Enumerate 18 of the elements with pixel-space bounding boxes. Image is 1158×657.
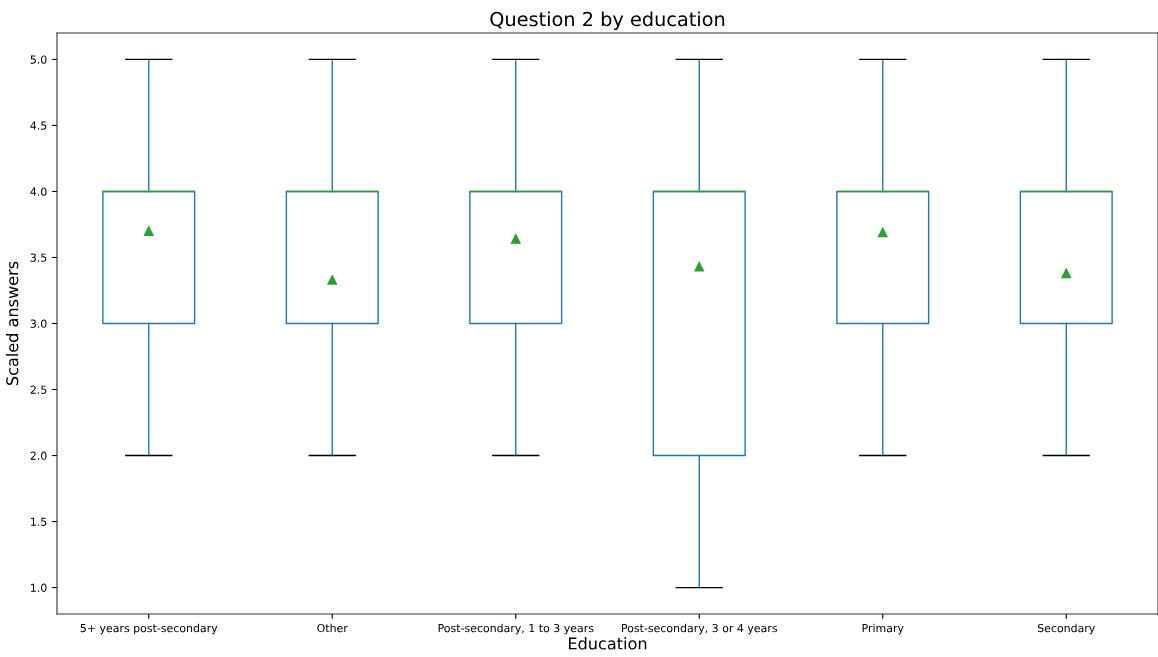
y-axis-title: Scaled answers: [5, 261, 19, 386]
y-tick-label: 2.0: [30, 451, 47, 460]
x-tick-label: Primary: [862, 623, 904, 635]
y-tick-label: 4.5: [30, 121, 47, 130]
y-tick-label: 1.5: [31, 517, 47, 526]
x-tick-label: Post-secondary, 3 or 4 years: [622, 623, 778, 635]
y-tick-label: 2.5: [30, 385, 47, 394]
y-tick-label: 4.0: [30, 187, 47, 196]
x-tick-label: Post-secondary, 1 to 3 years: [438, 623, 594, 635]
y-tick-label: 1.0: [31, 583, 47, 592]
x-tick-label: 5+ years post-secondary: [80, 623, 218, 635]
y-tick-label: 3.0: [30, 319, 47, 328]
y-tick-label: 3.5: [30, 253, 47, 262]
chart-title: Question 2 by education: [490, 11, 725, 31]
x-axis-title: Education: [568, 637, 647, 650]
x-tick-label: Other: [317, 623, 348, 633]
x-tick-label: Secondary: [1037, 623, 1095, 635]
y-tick-label: 5.0: [30, 55, 47, 64]
